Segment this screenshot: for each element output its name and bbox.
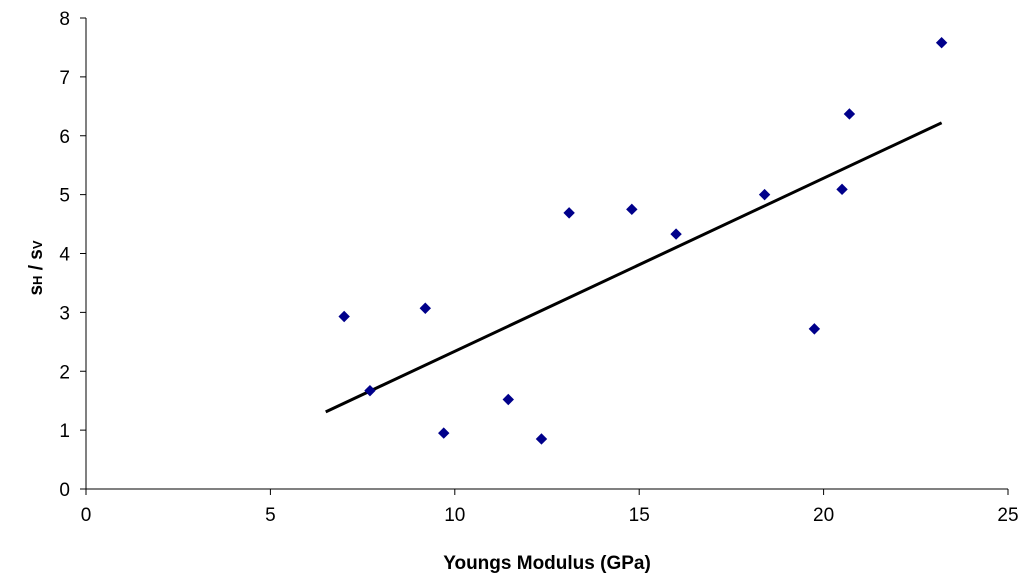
- data-point: [843, 108, 856, 120]
- y-tick-label: 5: [59, 186, 70, 207]
- y-axis-title-s2: s: [26, 249, 47, 260]
- x-axis-title: Youngs Modulus (GPa): [443, 553, 651, 574]
- data-point: [502, 393, 514, 406]
- y-tick-label: 1: [59, 421, 70, 442]
- y-axis-title-s1: s: [26, 285, 47, 296]
- y-axis-title-sub2: V: [30, 240, 45, 249]
- trendline: [325, 121, 943, 414]
- data-point: [364, 384, 376, 397]
- x-tick-label: 25: [997, 505, 1018, 526]
- data-point: [935, 37, 948, 49]
- data-points: [338, 37, 948, 445]
- axes: [85, 18, 1008, 490]
- data-point: [438, 427, 450, 439]
- y-axis-ticks: 0 1 2 3 4 5 6 7 8: [59, 9, 86, 501]
- data-point: [836, 183, 848, 196]
- y-tick-label: 8: [59, 9, 70, 30]
- trendline-group: [325, 121, 943, 414]
- data-point: [338, 310, 350, 323]
- data-point: [535, 433, 548, 445]
- y-tick-label: 0: [59, 480, 70, 501]
- y-tick-label: 3: [59, 303, 70, 324]
- y-tick-label: 4: [59, 245, 70, 266]
- x-axis-ticks: 0 5 10 15 20 25: [81, 489, 1019, 526]
- data-point: [626, 203, 638, 216]
- x-tick-label: 15: [629, 505, 650, 526]
- data-point: [563, 207, 575, 219]
- y-axis-title-sub1: H: [30, 276, 45, 285]
- x-tick-label: 5: [265, 505, 276, 526]
- x-tick-label: 10: [444, 505, 465, 526]
- y-tick-label: 6: [59, 127, 70, 148]
- y-axis-title-slash: /: [26, 260, 47, 276]
- y-axis-title: sH / sV: [26, 240, 47, 295]
- x-tick-label: 20: [813, 505, 834, 526]
- y-tick-label: 2: [59, 362, 70, 383]
- data-point: [808, 323, 821, 335]
- data-point: [758, 188, 771, 201]
- data-point: [419, 302, 432, 314]
- x-tick-label: 0: [81, 505, 92, 526]
- data-point: [670, 228, 682, 240]
- y-tick-label: 7: [59, 68, 70, 89]
